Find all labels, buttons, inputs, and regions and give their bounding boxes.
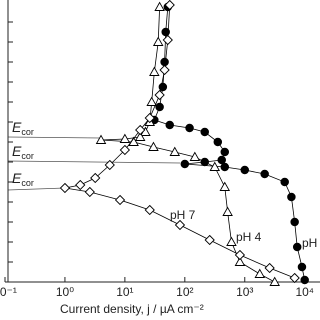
marker: [134, 131, 146, 141]
ecor-line: [7, 187, 66, 191]
marker: [234, 256, 246, 266]
marker: [240, 165, 250, 175]
x-tick-label: 10²: [176, 285, 193, 299]
ecor-label: Ecor: [12, 170, 34, 188]
marker: [209, 161, 221, 171]
marker: [154, 89, 165, 101]
marker: [164, 0, 175, 11]
marker: [154, 1, 165, 11]
marker: [95, 134, 107, 144]
annotation: pH 4: [236, 230, 262, 244]
ecor-line: [7, 136, 101, 139]
marker: [148, 141, 159, 151]
marker: [146, 96, 157, 106]
marker: [59, 182, 71, 194]
marker: [165, 120, 174, 130]
marker: [297, 262, 307, 272]
marker: [204, 234, 215, 246]
marker: [162, 34, 173, 46]
ecor-label: Ecor: [12, 119, 34, 137]
x-tick-label: 10³: [236, 285, 253, 299]
marker: [220, 147, 230, 157]
marker: [159, 64, 170, 76]
marker: [119, 133, 131, 143]
marker: [161, 27, 170, 37]
marker: [287, 192, 296, 202]
ecor-subscript: cor: [21, 178, 34, 188]
marker: [280, 177, 289, 187]
marker: [189, 151, 201, 161]
marker: [300, 275, 309, 285]
ecor-subscript: cor: [21, 127, 34, 137]
marker: [213, 137, 223, 147]
x-tick-label: 10⁰: [56, 285, 74, 299]
marker: [219, 181, 231, 191]
marker: [220, 162, 230, 172]
marker: [144, 112, 155, 124]
marker: [84, 186, 95, 198]
marker: [160, 57, 169, 67]
marker: [222, 206, 233, 216]
ecor-symbol: E: [12, 143, 22, 159]
marker: [114, 194, 126, 206]
marker: [174, 219, 186, 231]
marker: [169, 146, 181, 156]
marker: [226, 236, 237, 246]
marker: [90, 172, 101, 184]
marker: [289, 272, 300, 284]
marker: [180, 159, 190, 169]
x-axis-label: Current density, j / µA cm⁻²: [60, 302, 204, 316]
ecor-symbol: E: [12, 119, 22, 135]
marker: [217, 155, 226, 165]
marker: [104, 159, 115, 171]
marker: [292, 242, 302, 252]
marker: [135, 124, 146, 136]
ecor-label: Ecor: [12, 143, 34, 161]
marker: [234, 249, 246, 261]
marker: [185, 123, 194, 133]
annotation: pH 7: [170, 208, 196, 222]
series-line: [153, 6, 306, 281]
marker: [200, 127, 209, 137]
marker: [155, 102, 164, 112]
x-tick-label: 10¹: [116, 285, 133, 299]
marker: [269, 276, 280, 286]
marker: [264, 262, 275, 274]
marker: [158, 82, 168, 92]
marker: [119, 144, 131, 156]
marker: [149, 66, 160, 76]
ecor-symbol: E: [12, 170, 22, 186]
marker: [254, 268, 266, 278]
annotation: pH: [302, 236, 317, 250]
ecor-line: [7, 160, 181, 164]
ecor-subscript: cor: [21, 151, 34, 161]
marker: [260, 169, 269, 179]
marker: [290, 217, 299, 227]
marker: [75, 179, 86, 191]
x-tick-label: 10⁻¹: [0, 285, 17, 299]
marker: [152, 36, 164, 46]
x-tick-label: 10⁴: [295, 285, 314, 299]
marker: [144, 204, 155, 216]
